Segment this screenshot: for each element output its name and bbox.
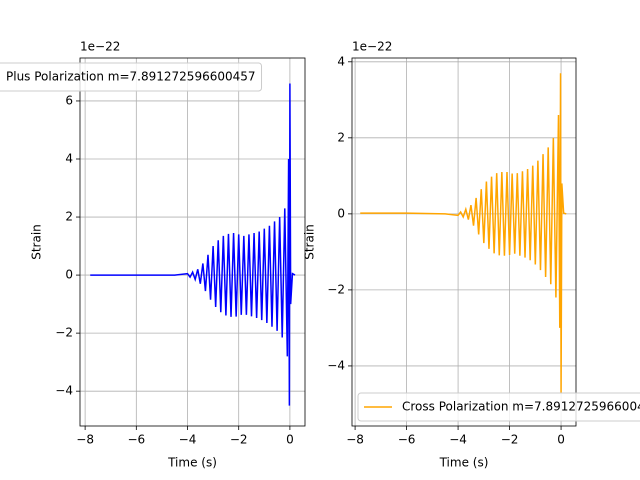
x-axis-label: Time (s) — [167, 456, 217, 470]
legend: Cross Polarization m=7.891272596600457 — [357, 392, 640, 422]
legend-box — [357, 392, 640, 422]
legend-label: Plus Polarization m=7.891272596600457 — [6, 70, 256, 84]
y-axis-label: Strain — [303, 224, 317, 260]
x-tick-label: −4 — [179, 433, 197, 447]
axes-frame — [351, 57, 577, 427]
x-tick-label: −6 — [398, 433, 416, 447]
x-tick-label: 0 — [557, 433, 565, 447]
y-tick-label: −2 — [327, 282, 345, 296]
legend-label: Cross Polarization m=7.891272596600457 — [402, 400, 640, 414]
axes: −8 −6 −4 −2 0 −4 −2 0 2 4 6 1e−22 Time (s) Strain Plus… — [0, 40, 306, 470]
y-tick-label: −4 — [327, 358, 345, 372]
series-line — [90, 83, 296, 406]
offset-text: 1e−22 — [352, 40, 392, 54]
y-tick-label: 0 — [337, 206, 345, 220]
axes: −8 −6 −4 −2 0 −4 −2 0 2 4 1e−22 Time (s) Strain Cross… — [303, 40, 640, 470]
x-tick-label: −2 — [501, 433, 519, 447]
y-tick-label: 2 — [65, 210, 73, 224]
x-tick-label: −6 — [127, 433, 145, 447]
axes-frame — [79, 57, 306, 427]
y-tick-label: 2 — [337, 130, 345, 144]
y-tick-label: −2 — [55, 326, 73, 340]
y-tick-label: 6 — [65, 93, 73, 107]
y-tick-label: 4 — [65, 151, 73, 165]
x-tick-label: −2 — [230, 433, 248, 447]
x-tick-label: −8 — [346, 433, 364, 447]
x-tick-label: 0 — [286, 433, 294, 447]
y-tick-label: 0 — [65, 268, 73, 282]
offset-text: 1e−22 — [80, 40, 120, 54]
y-tick-label: −4 — [55, 384, 73, 398]
legend: Plus Polarization m=7.891272596600457 — [0, 62, 263, 92]
y-axis-label: Strain — [30, 224, 44, 260]
legend-box — [0, 62, 263, 92]
y-tick-label: 4 — [337, 54, 345, 68]
x-tick-label: −4 — [449, 433, 467, 447]
x-axis-label: Time (s) — [439, 456, 489, 470]
x-tick-label: −8 — [76, 433, 94, 447]
series-line — [360, 73, 567, 393]
